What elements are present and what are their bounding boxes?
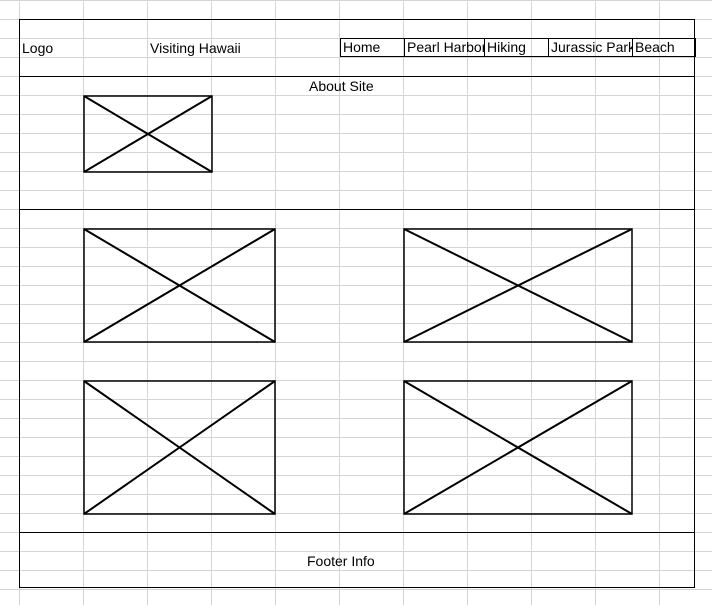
nav-item-pearl-harbor[interactable]: Pearl Harbor	[407, 39, 485, 56]
nav-item-beach[interactable]: Beach	[635, 39, 675, 55]
footer-info: Footer Info	[307, 553, 375, 569]
content-image-placeholder	[83, 380, 276, 515]
nav-item-home[interactable]: Home	[341, 39, 405, 56]
content-image-placeholder	[403, 228, 633, 343]
about-title: About Site	[309, 78, 374, 94]
content-image-placeholder	[83, 228, 276, 343]
image-placeholder-icon	[403, 380, 633, 515]
site-title: Visiting Hawaii	[150, 40, 241, 56]
header-divider	[19, 76, 695, 77]
nav-item-jurassic-park[interactable]: Jurassic Park	[551, 39, 633, 56]
page-frame	[19, 19, 695, 588]
logo: Logo	[22, 40, 54, 56]
nav-bar: Home Pearl Harbor Hiking Jurassic Park B…	[340, 38, 696, 57]
content-image-placeholder	[403, 380, 633, 515]
image-placeholder-icon	[83, 228, 276, 343]
image-placeholder-icon	[83, 380, 276, 515]
about-image-placeholder	[83, 95, 213, 173]
image-placeholder-icon	[83, 95, 213, 173]
nav-item-hiking[interactable]: Hiking	[485, 39, 549, 56]
image-placeholder-icon	[403, 228, 633, 343]
about-divider	[19, 209, 695, 210]
footer-divider	[19, 532, 695, 533]
